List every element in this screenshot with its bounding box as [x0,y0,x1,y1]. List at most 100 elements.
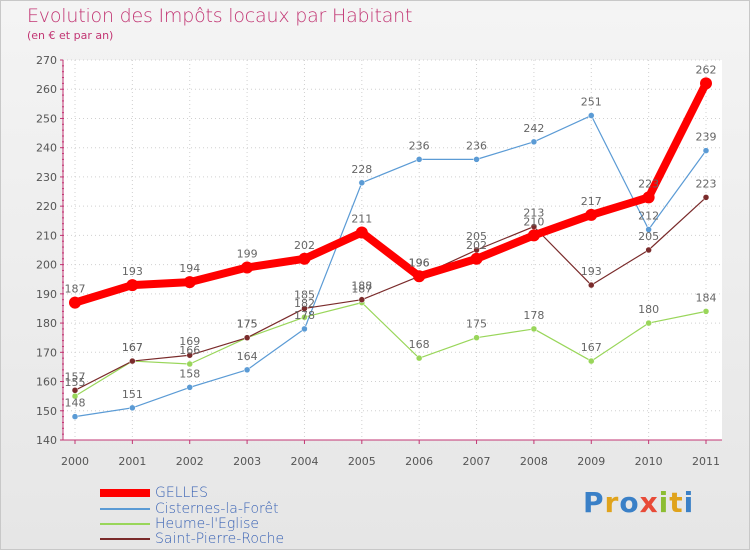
y-tick-label: 150 [36,405,57,418]
data-label: 251 [581,96,602,109]
data-point [126,279,139,292]
data-point [588,357,595,365]
legend-label: GELLES [155,485,209,501]
data-point [530,325,538,333]
data-label: 187 [351,283,372,296]
y-tick-label: 250 [36,112,57,125]
x-tick-label: 2000 [61,455,89,468]
data-point [702,194,710,201]
y-tick-label: 260 [36,83,57,96]
x-tick-label: 2006 [405,455,433,468]
data-point [69,296,81,309]
data-label: 193 [581,265,602,278]
x-tick-label: 2004 [290,455,318,468]
data-point [301,305,308,312]
data-point [588,112,595,119]
data-point [186,360,193,368]
data-point [71,413,79,420]
data-label: 148 [65,397,86,410]
legend-swatch [100,538,150,540]
data-label: 196 [409,256,430,269]
y-tick-label: 140 [36,434,57,447]
data-label: 178 [523,309,544,322]
data-label: 185 [294,288,315,301]
data-label: 167 [122,341,143,354]
data-label: 223 [638,177,659,190]
legend-label: Cisternes-la-Forêt [155,501,279,517]
data-label: 193 [122,265,143,278]
data-point [642,191,655,204]
data-label: 205 [638,230,659,243]
y-tick-label: 190 [36,288,57,301]
data-label: 151 [122,388,143,401]
data-point [527,229,540,242]
legend-swatch [100,508,150,510]
data-point [358,296,366,303]
legend-item: Cisternes-la-Forêt [100,501,279,517]
legend-item: Saint-Pierre-Roche [100,531,284,547]
x-tick-label: 2008 [520,455,548,468]
data-point [183,276,196,289]
y-tick-label: 230 [36,171,57,184]
legend-item: GELLES [100,485,209,501]
data-label: 164 [237,350,258,363]
data-label: 155 [65,376,86,389]
data-label: 239 [696,131,717,144]
plot-area [63,60,722,440]
data-point [473,156,480,163]
data-label: 175 [237,318,258,331]
legend-swatch [100,523,150,525]
series-line-2 [74,302,707,397]
data-point [186,351,193,359]
series-line-1 [74,114,707,418]
x-tick-label: 2010 [635,455,663,468]
data-point [301,313,308,321]
y-tick-label: 240 [36,142,57,155]
data-label: 178 [294,309,315,322]
data-point [645,246,652,254]
data-label: 262 [696,63,717,76]
x-tick-label: 2001 [118,455,146,468]
series-line-3 [74,196,707,391]
data-label: 175 [237,318,258,331]
data-point [129,357,136,365]
data-point [415,156,423,163]
data-label: 210 [523,215,544,228]
x-tick-label: 2002 [176,455,204,468]
logo-letter: t [669,486,684,519]
proxiti-logo: Proxiti [583,486,694,519]
y-tick-label: 200 [36,259,57,272]
x-tick-label: 2011 [692,455,720,468]
x-tick-label: 2007 [463,455,491,468]
data-point [243,334,251,341]
x-tick-label: 2009 [577,455,605,468]
data-label: 167 [122,341,143,354]
data-label: 196 [409,256,430,269]
logo-letter: o [619,486,640,519]
data-point [702,147,710,154]
data-point [413,270,426,283]
data-point [700,77,712,90]
data-point [358,179,366,187]
data-label: 202 [466,239,487,252]
data-label: 184 [696,291,717,304]
data-point [243,366,251,374]
legend-label: Heume-l'Eglise [155,516,259,532]
series-line-0 [71,79,710,307]
data-label: 188 [351,280,372,293]
y-tick-label: 180 [36,317,57,330]
data-point [355,226,368,239]
chart-title: Evolution des Impôts locaux par Habitant [27,5,413,27]
data-point [473,334,480,341]
data-point [588,281,595,289]
data-label: 205 [466,230,487,243]
data-point [415,354,423,362]
data-label: 212 [638,210,659,223]
data-point [298,252,311,265]
x-tick-label: 2005 [348,455,376,468]
data-label: 168 [409,338,430,351]
y-tick-label: 210 [36,229,57,242]
y-tick-label: 170 [36,346,57,359]
data-point [186,384,193,391]
